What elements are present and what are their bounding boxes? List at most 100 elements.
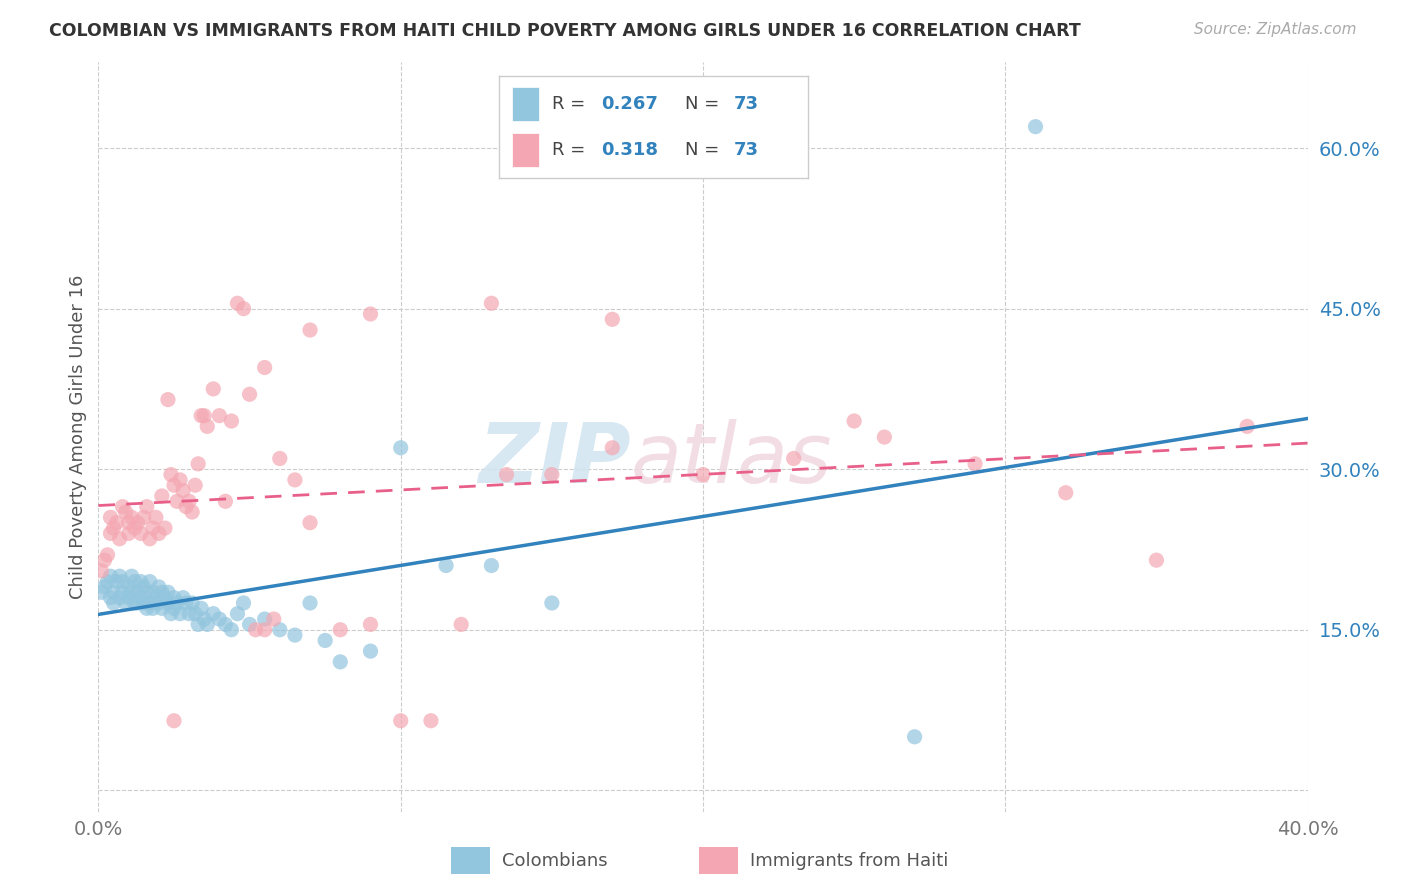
Point (202, 607, 225, 621)
Point (142, 585, 165, 599)
Point (172, 591, 194, 605)
Point (153, 521, 176, 535)
Point (450, 617, 472, 632)
Point (299, 323, 322, 337)
Point (540, 467, 562, 482)
Point (360, 617, 382, 632)
Point (221, 414, 243, 428)
Point (284, 628, 307, 642)
Point (105, 516, 128, 530)
Point (163, 601, 186, 615)
Point (360, 644, 382, 658)
Point (226, 607, 249, 621)
Point (602, 441, 624, 455)
Point (108, 569, 131, 583)
Text: 73: 73 (734, 95, 759, 113)
Point (111, 574, 134, 589)
Point (111, 500, 134, 514)
Bar (451, 847, 489, 874)
Text: N =: N = (685, 95, 724, 113)
Point (93, 553, 115, 567)
Point (139, 574, 162, 589)
Point (127, 516, 149, 530)
Text: COLOMBIAN VS IMMIGRANTS FROM HAITI CHILD POVERTY AMONG GIRLS UNDER 16 CORRELATIO: COLOMBIAN VS IMMIGRANTS FROM HAITI CHILD… (49, 22, 1081, 40)
Point (103, 585, 125, 599)
Point (124, 574, 146, 589)
Point (96, 574, 118, 589)
Point (135, 585, 157, 599)
Point (179, 494, 201, 508)
Point (108, 532, 131, 546)
Point (239, 617, 262, 632)
Point (160, 607, 183, 621)
Point (269, 451, 291, 466)
Point (965, 457, 987, 471)
Point (132, 596, 155, 610)
Point (148, 526, 170, 541)
Text: ZIP: ZIP (478, 419, 630, 500)
Point (299, 516, 322, 530)
Point (132, 510, 155, 524)
Point (195, 419, 218, 434)
Bar (512, 87, 540, 121)
Point (329, 655, 352, 669)
Point (93, 580, 115, 594)
Point (90, 585, 112, 599)
Point (163, 714, 186, 728)
Point (179, 607, 201, 621)
Point (692, 467, 714, 482)
Point (329, 623, 352, 637)
Text: Immigrants from Haiti: Immigrants from Haiti (749, 852, 948, 870)
Y-axis label: Child Poverty Among Girls Under 16: Child Poverty Among Girls Under 16 (69, 275, 87, 599)
Point (184, 478, 207, 492)
Bar (512, 133, 540, 167)
Point (389, 714, 412, 728)
Text: N =: N = (685, 141, 724, 159)
Point (105, 574, 128, 589)
Point (245, 623, 267, 637)
Point (135, 601, 157, 615)
Point (184, 607, 207, 621)
Point (239, 387, 262, 401)
Point (142, 601, 165, 615)
Text: atlas: atlas (630, 419, 832, 500)
Point (118, 580, 141, 594)
Point (129, 526, 152, 541)
Point (314, 633, 336, 648)
Point (208, 612, 231, 626)
Point (253, 623, 276, 637)
Point (1054, 485, 1077, 500)
Point (174, 596, 197, 610)
Bar (699, 847, 738, 874)
Text: R =: R = (551, 141, 591, 159)
Point (90, 564, 112, 578)
Point (214, 494, 236, 508)
Point (263, 612, 285, 626)
Point (221, 623, 243, 637)
Point (150, 489, 173, 503)
Point (284, 473, 307, 487)
Point (145, 510, 167, 524)
Point (121, 585, 143, 599)
Text: Source: ZipAtlas.com: Source: ZipAtlas.com (1194, 22, 1357, 37)
Point (153, 591, 176, 605)
Point (103, 521, 125, 535)
Point (174, 500, 197, 514)
Point (111, 585, 134, 599)
Point (195, 617, 218, 632)
Point (169, 607, 191, 621)
Point (124, 596, 146, 610)
Point (118, 591, 141, 605)
Point (540, 596, 562, 610)
Point (169, 473, 191, 487)
Point (602, 312, 624, 326)
Point (145, 591, 167, 605)
Point (121, 510, 143, 524)
Text: 0.267: 0.267 (602, 95, 658, 113)
Point (434, 558, 457, 573)
Point (1024, 120, 1046, 134)
Point (156, 596, 179, 610)
Point (495, 467, 517, 482)
Point (100, 591, 122, 605)
Point (253, 612, 276, 626)
